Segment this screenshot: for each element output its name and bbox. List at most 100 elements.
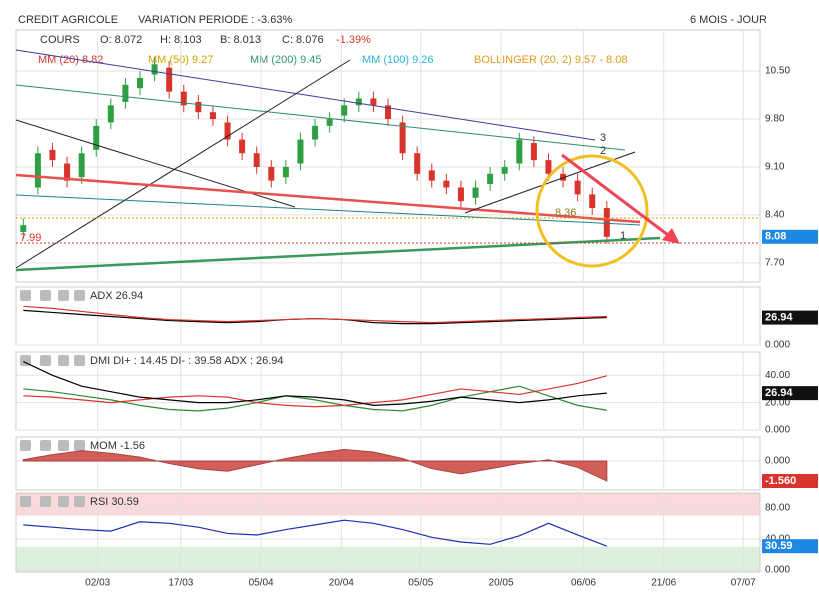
arrow (561, 153, 673, 240)
candle-body (78, 153, 85, 178)
candle-body (545, 160, 552, 174)
y-tick-label: 8.40 (765, 210, 785, 221)
y-tick-label: 20.00 (765, 397, 790, 408)
panel-icon (40, 440, 51, 451)
x-tick-label: 02/03 (85, 578, 110, 589)
panel-title: DMI DI+ : 14.45 DI- : 39.58 ADX : 26.94 (90, 355, 284, 367)
panel-frame (15, 29, 761, 283)
y-tick-label: 80.00 (765, 502, 790, 513)
candle-body (355, 98, 362, 106)
candle-body (560, 173, 567, 181)
panel-icon (58, 496, 69, 507)
x-tick-label: 05/05 (408, 578, 433, 589)
x-tick-label: 06/06 (571, 578, 596, 589)
candle-body (326, 119, 333, 126)
x-tick-label: 21/06 (651, 578, 676, 589)
candle-body (151, 64, 158, 75)
change: -1.39% (336, 34, 371, 46)
panel-title: ADX 26.94 (90, 290, 143, 302)
panel-icon (74, 290, 85, 301)
arrow-head (662, 228, 680, 244)
candle-body (487, 173, 494, 185)
panel-icon (20, 496, 31, 507)
x-tick-label: 20/04 (329, 578, 354, 589)
candle-body (180, 91, 187, 106)
zone (16, 546, 760, 572)
panel-icon (40, 496, 51, 507)
bollinger: BOLLINGER (20, 2) 9.57 - 8.08 (474, 54, 627, 66)
candle-body (34, 153, 41, 188)
candle-body (501, 166, 508, 174)
panel-frame (15, 492, 761, 573)
candle-body (224, 122, 231, 140)
candle-body (589, 194, 596, 209)
indicator-line (23, 305, 607, 324)
candle-body (399, 122, 406, 154)
period: 6 MOIS - JOUR (690, 14, 767, 26)
candle-body (516, 139, 523, 164)
drawings: 3 2 1 8.36 7.99 (15, 49, 760, 272)
candle-body (574, 180, 581, 195)
panel-icon (58, 290, 69, 301)
value-box-label: 30.59 (765, 540, 793, 552)
candle-body (209, 112, 216, 120)
value-box (762, 310, 818, 325)
momentum-area (22, 448, 608, 482)
annotation: 7.99 (20, 232, 41, 244)
candle-body (341, 105, 348, 116)
value-box-label: 26.94 (765, 387, 793, 399)
y-tick-label: 7.70 (765, 257, 785, 268)
y-tick-label: 0.000 (765, 425, 790, 436)
indicator-line (23, 309, 607, 325)
y-tick-label: 10.50 (765, 66, 790, 77)
annotation: 3 (600, 132, 606, 144)
candle-body (385, 105, 391, 120)
annotation: 2 (600, 145, 606, 157)
y-tick-label: 0.000 (765, 565, 790, 576)
y-tick-label: 40.00 (765, 534, 790, 545)
zone (16, 493, 760, 516)
panel-icon (40, 355, 51, 366)
y-tick-label: 0.000 (765, 456, 790, 467)
candle-body (122, 84, 129, 102)
candle-body (428, 170, 435, 181)
candle-body (166, 67, 173, 92)
candle-body (93, 125, 100, 150)
candle-body (49, 149, 56, 161)
panel-icon (74, 440, 85, 451)
candle-body (195, 101, 202, 113)
open: O: 8.072 (100, 34, 142, 46)
value-box (762, 539, 818, 554)
close: C: 8.076 (282, 34, 324, 46)
panel-icon (58, 440, 69, 451)
trend-line (15, 84, 626, 151)
low: B: 8.013 (220, 34, 261, 46)
panel-icon (20, 290, 31, 301)
indicator-line (23, 361, 607, 406)
trend-line (15, 49, 596, 141)
candle-body (530, 142, 537, 161)
highlight-circle (535, 154, 649, 268)
indicator-line (23, 375, 607, 408)
candle-body (253, 153, 260, 167)
x-tick-label: 20/05 (489, 578, 514, 589)
panel-icon (40, 290, 51, 301)
y-tick-label: 9.10 (765, 162, 785, 173)
candle-body (312, 125, 319, 140)
value-box-label: -1.560 (765, 475, 796, 487)
y-tick-label: 0.000 (765, 340, 790, 351)
plots: 10.50 9.80 9.10 8.40 7.70 8.08 0.000 ADX 26.94 2… (15, 29, 818, 589)
header: CREDIT AGRICOLE VARIATION PERIODE : -3.6… (18, 14, 767, 66)
x-tick-label: 05/04 (249, 578, 274, 589)
candle-body (20, 225, 27, 233)
candle-body (370, 98, 377, 106)
trend-line (464, 151, 636, 214)
candle-body (414, 153, 421, 174)
panel-title: RSI 30.59 (90, 496, 139, 508)
candle-body (107, 105, 114, 123)
panel-frame (15, 436, 761, 491)
candle-body (472, 187, 479, 198)
candle-body (239, 139, 246, 154)
trend-line (15, 59, 351, 269)
annotation: 1 (620, 230, 626, 242)
